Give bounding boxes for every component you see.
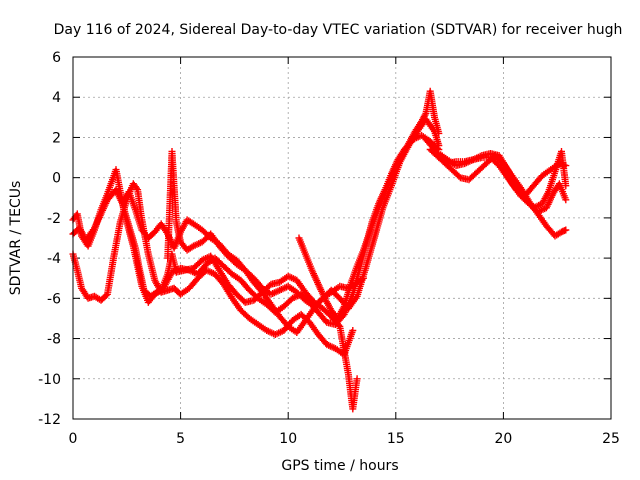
x-tick-label: 10 [279,431,297,447]
x-axis-label: GPS time / hours [281,458,398,474]
y-tick-label: 6 [52,50,61,66]
y-tick-label: 0 [52,171,61,187]
chart-title: Day 116 of 2024, Sidereal Day-to-day VTE… [54,22,623,38]
y-tick-label: 2 [52,130,61,146]
x-tick-label: 25 [602,431,620,447]
data-series [69,87,570,413]
tick-labels: 0 5 10 15 20 25 -12 -10 -8 -6 -4 -2 0 2 4 6 [38,50,620,447]
y-tick-label: 4 [52,90,61,106]
x-tick-label: 20 [494,431,512,447]
series-6 [295,87,443,322]
series-10 [499,166,570,216]
y-tick-label: -6 [47,291,61,307]
y-tick-label: -8 [47,332,61,348]
x-tick-label: 5 [176,431,185,447]
x-tick-label: 15 [387,431,405,447]
x-tick-label: 0 [69,431,78,447]
series-markers [295,87,443,322]
series-markers [499,166,570,216]
y-tick-label: -2 [47,211,61,227]
plot-frame [72,56,612,420]
y-tick-label: -10 [38,372,61,388]
y-tick-label: -12 [38,412,61,428]
y-tick-label: -4 [47,251,61,267]
y-axis-label: SDTVAR / TECUs [8,181,24,296]
